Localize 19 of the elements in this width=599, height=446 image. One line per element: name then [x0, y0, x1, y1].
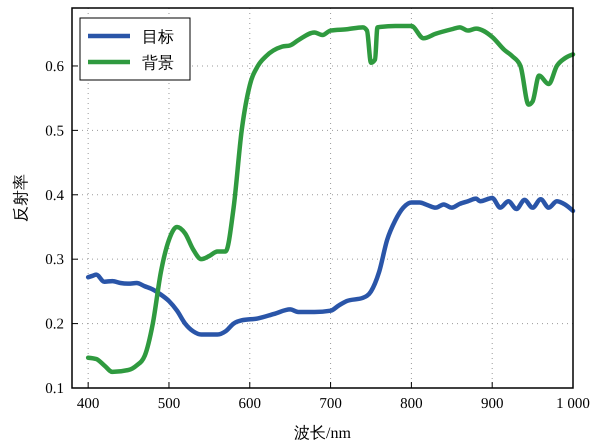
y-tick-label: 0.3 [45, 252, 64, 268]
legend-label: 目标 [142, 29, 174, 46]
x-tick-label: 500 [158, 396, 180, 412]
x-axis-title: 波长/nm [294, 424, 352, 442]
x-tick-label: 1 000 [556, 396, 590, 412]
x-tick-label: 400 [76, 396, 100, 412]
x-tick-label: 800 [400, 396, 423, 412]
y-tick-label: 0.1 [45, 381, 64, 397]
y-tick-label: 0.4 [45, 188, 64, 204]
line-series [86, 196, 576, 337]
y-tick-label: 0.5 [45, 123, 64, 140]
y-tick-label: 0.6 [45, 58, 64, 75]
x-tick-label: 700 [319, 396, 342, 412]
x-tick-label: 600 [238, 396, 262, 412]
y-tick-label: 0.2 [45, 316, 64, 333]
y-axis-title: 反射率 [12, 174, 30, 222]
legend-label: 背景 [142, 54, 174, 72]
line-series [86, 24, 576, 374]
x-tick-label: 900 [480, 396, 504, 412]
